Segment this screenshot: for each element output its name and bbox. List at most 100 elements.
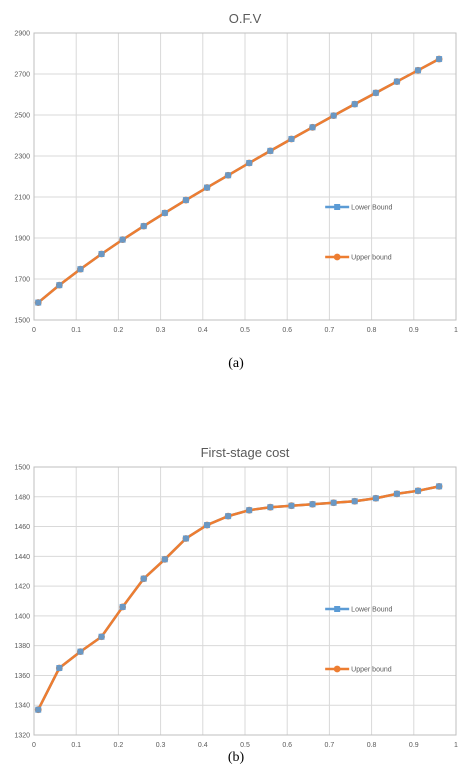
point-lower-bound xyxy=(330,112,337,119)
point-lower-bound xyxy=(415,487,422,494)
point-lower-bound xyxy=(246,507,253,514)
caption-b: (b) xyxy=(227,750,245,765)
plot-area xyxy=(33,466,457,736)
point-lower-bound xyxy=(98,633,105,640)
legend-label-lower-bound: Lower Bound xyxy=(351,205,392,212)
x-tick-label: 0.8 xyxy=(367,742,377,749)
point-lower-bound xyxy=(77,266,84,273)
legend-label-upper-bound: Upper bound xyxy=(351,255,392,262)
point-lower-bound xyxy=(204,522,211,529)
caption-a: (a) xyxy=(228,356,244,371)
x-tick-label: 0.7 xyxy=(325,742,335,749)
point-lower-bound xyxy=(309,501,316,508)
x-tick-label: 1 xyxy=(454,327,458,334)
y-tick-label: 1460 xyxy=(14,524,30,531)
y-tick-label: 2500 xyxy=(14,113,30,120)
x-tick-label: 0 xyxy=(32,327,36,334)
y-tick-label: 1320 xyxy=(14,733,30,740)
legend-label-upper-bound: Upper bound xyxy=(351,667,392,674)
point-lower-bound xyxy=(119,236,126,243)
y-tick-label: 2100 xyxy=(14,195,30,202)
point-lower-bound xyxy=(225,513,232,520)
x-tick-label: 0.4 xyxy=(198,327,208,334)
x-tick-label: 0.5 xyxy=(240,742,250,749)
x-tick-label: 0.7 xyxy=(325,327,335,334)
point-lower-bound xyxy=(415,67,422,74)
x-tick-label: 0.1 xyxy=(71,742,81,749)
point-lower-bound xyxy=(351,498,358,505)
x-tick-label: 0.9 xyxy=(409,742,419,749)
point-lower-bound xyxy=(351,101,358,108)
point-lower-bound xyxy=(204,184,211,191)
point-lower-bound xyxy=(98,250,105,257)
legend-marker-lower-bound xyxy=(334,204,341,210)
point-lower-bound xyxy=(372,89,379,96)
point-lower-bound xyxy=(225,172,232,179)
legend-marker-lower-bound xyxy=(334,606,341,612)
x-tick-label: 0.6 xyxy=(282,327,292,334)
x-tick-label: 1 xyxy=(454,742,458,749)
x-tick-label: 0.2 xyxy=(114,742,124,749)
x-tick-label: 0.5 xyxy=(240,327,250,334)
point-lower-bound xyxy=(267,504,274,511)
y-tick-label: 1340 xyxy=(14,703,30,710)
point-lower-bound xyxy=(182,535,189,542)
point-lower-bound xyxy=(35,299,42,306)
point-lower-bound xyxy=(56,665,63,671)
series-line-upper-bound xyxy=(37,485,440,711)
point-lower-bound xyxy=(393,490,400,497)
legend-marker-upper-bound xyxy=(333,253,341,261)
plot-area xyxy=(33,32,457,321)
y-tick-label: 1900 xyxy=(14,236,30,243)
y-tick-label: 1360 xyxy=(14,673,30,680)
point-lower-bound xyxy=(161,209,168,216)
point-lower-bound xyxy=(56,282,63,289)
x-tick-label: 0 xyxy=(32,742,36,749)
point-lower-bound xyxy=(436,56,443,63)
series-line-upper-bound xyxy=(37,57,440,304)
x-tick-label: 0.4 xyxy=(198,742,208,749)
point-lower-bound xyxy=(372,495,379,502)
x-tick-label: 0.8 xyxy=(367,327,377,334)
point-lower-bound xyxy=(309,124,316,131)
point-lower-bound xyxy=(288,135,295,142)
y-tick-label: 2300 xyxy=(14,154,30,161)
y-tick-label: 1380 xyxy=(14,643,30,650)
y-tick-label: 1480 xyxy=(14,494,30,501)
point-lower-bound xyxy=(246,159,253,166)
y-tick-label: 2900 xyxy=(14,31,30,38)
point-lower-bound xyxy=(267,147,274,154)
point-lower-bound xyxy=(330,499,337,506)
legend-label-lower-bound: Lower Bound xyxy=(351,607,392,614)
series-line-lower-bound xyxy=(37,57,440,304)
x-tick-label: 0.3 xyxy=(156,327,166,334)
point-lower-bound xyxy=(436,483,443,490)
point-lower-bound xyxy=(161,556,168,563)
chart-first-stage-cost: First-stage cost 1320 1340 1360 1380 1400 1420… xyxy=(14,445,458,749)
point-lower-bound xyxy=(140,575,147,582)
point-lower-bound xyxy=(288,502,295,509)
y-tick-label: 2700 xyxy=(14,72,30,79)
series-line-lower-bound xyxy=(37,485,440,711)
y-tick-label: 1420 xyxy=(14,584,30,591)
x-tick-label: 0.2 xyxy=(114,327,124,334)
x-tick-label: 0.3 xyxy=(156,742,166,749)
point-lower-bound xyxy=(119,603,126,610)
legend-marker-upper-bound xyxy=(333,665,341,673)
y-tick-label: 1400 xyxy=(14,613,30,620)
point-lower-bound xyxy=(182,197,189,204)
y-tick-label: 1500 xyxy=(14,318,30,325)
point-lower-bound xyxy=(77,648,84,655)
point-lower-bound xyxy=(140,223,147,230)
chart-title: First-stage cost xyxy=(201,445,290,460)
x-tick-label: 0.6 xyxy=(282,742,292,749)
chart-ofv: O.F.V 1500 1700 1900 2100 2300 2500 2700 2900 0 0.… xyxy=(14,11,458,334)
point-lower-bound xyxy=(35,706,42,713)
y-tick-label: 1700 xyxy=(14,277,30,284)
chart-title: O.F.V xyxy=(229,11,262,26)
x-tick-label: 0.9 xyxy=(409,327,419,334)
y-tick-label: 1440 xyxy=(14,554,30,561)
x-tick-label: 0.1 xyxy=(71,327,81,334)
point-lower-bound xyxy=(393,78,400,85)
y-tick-label: 1500 xyxy=(14,465,30,472)
